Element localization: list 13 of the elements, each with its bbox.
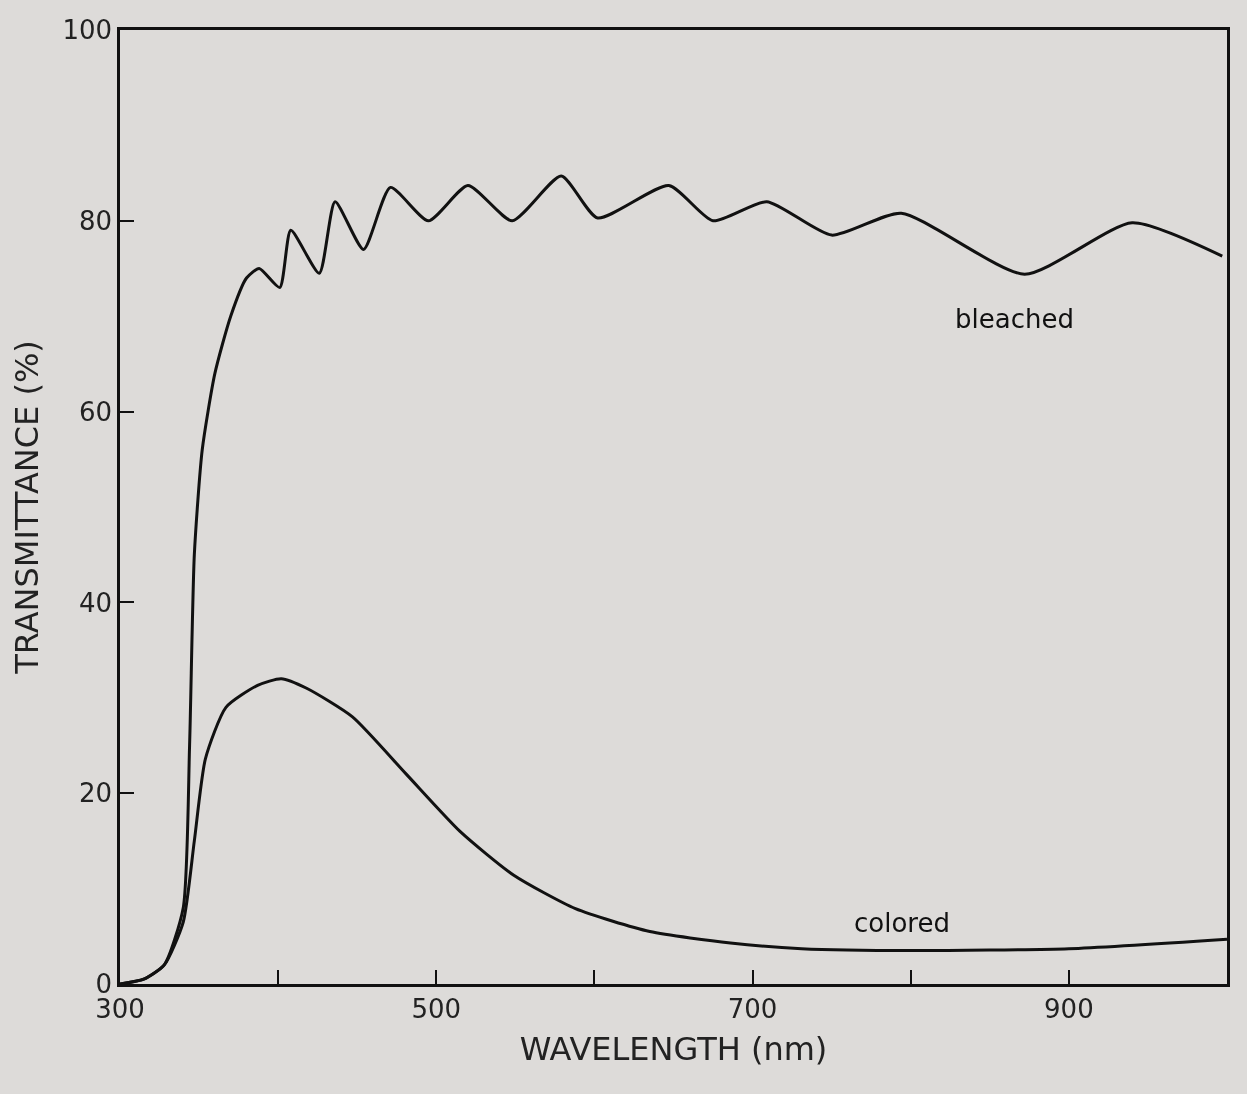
x-axis-title: WAVELENGTH (nm) bbox=[519, 1029, 828, 1068]
y-tick-label: 20 bbox=[78, 778, 113, 809]
y-tick-label: 100 bbox=[62, 15, 113, 46]
series-label: colored bbox=[854, 908, 950, 938]
x-tick-label: 500 bbox=[411, 993, 462, 1024]
y-tick-label: 60 bbox=[78, 396, 113, 427]
x-tick-label: 300 bbox=[95, 993, 145, 1024]
series-label: bleached bbox=[955, 304, 1074, 334]
y-axis-title: TRANSMITTANCE (%) bbox=[7, 340, 46, 675]
y-tick-label: 80 bbox=[78, 205, 113, 236]
x-tick-label: 900 bbox=[1044, 993, 1094, 1024]
y-tick-label: 40 bbox=[78, 587, 113, 618]
x-tick-label: 700 bbox=[727, 993, 778, 1024]
